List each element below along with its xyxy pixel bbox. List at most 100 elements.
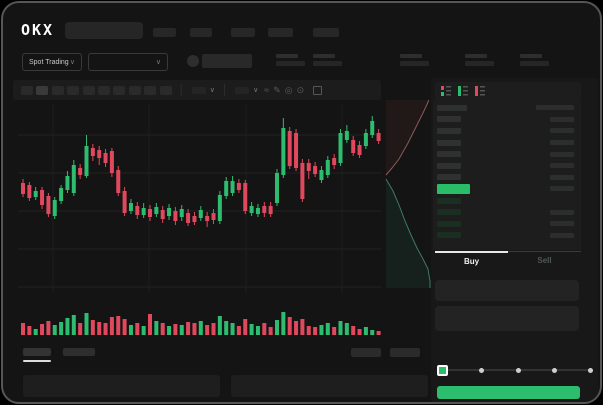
orderbook-row-ask[interactable] [437,148,574,160]
candle [186,213,191,223]
candle [230,181,235,193]
candle [319,170,324,180]
orderbook-row-ask[interactable] [437,160,574,172]
candle [370,121,375,135]
last-price-placeholder [202,54,252,68]
tab-sell[interactable]: Sell [508,251,581,269]
volume-bar [287,317,292,335]
volume-bar [211,323,216,335]
slider-stop[interactable] [479,367,485,373]
bottom-tab-placeholder[interactable] [23,348,51,356]
nav-item-placeholder[interactable] [190,28,212,37]
volume-bar [186,322,191,335]
interval-button[interactable] [144,85,157,95]
candle [154,207,159,214]
candle [167,208,172,216]
candle [255,208,260,214]
bottom-control-placeholder[interactable] [390,348,420,357]
orderbook-row-ask[interactable] [437,137,574,149]
orderbook-row-bid[interactable] [437,195,574,207]
camera-icon[interactable]: ◎ [284,84,293,95]
candle [363,133,368,146]
candlestick-chart[interactable] [18,103,381,293]
interval-button[interactable] [128,85,141,95]
order-input[interactable] [435,306,579,331]
volume-bar [370,330,375,335]
interval-button[interactable] [21,85,33,95]
bottom-control-placeholder[interactable] [351,348,381,357]
candle [122,191,127,213]
slider-stop[interactable] [437,364,448,376]
nav-item-placeholder[interactable] [313,28,339,37]
orderbook-row-bid[interactable] [437,206,574,218]
amount-slider-track[interactable] [437,369,591,371]
overlay-dropdown[interactable] [235,86,250,94]
interval-button[interactable] [67,85,80,95]
volume-bar [243,319,248,335]
book-asks-icon[interactable] [474,85,486,97]
orderbook-row-bid[interactable] [437,230,574,242]
interval-button[interactable] [113,85,126,95]
candle [313,166,318,174]
tab-buy[interactable]: Buy [435,251,508,269]
volume-bar [205,325,210,335]
orderbook-row-bid[interactable] [437,218,574,230]
pair-dropdown[interactable]: ∨ [88,53,168,71]
toolbar-icons: ≈ ✎ ◎ ⊙ [262,84,306,95]
search-input[interactable] [65,22,143,39]
candle [357,145,362,155]
candle [128,203,133,211]
orderbook-row-ask[interactable] [437,114,574,126]
chart-toolbar: │ ∨ │ ∨ ≈ ✎ ◎ ⊙ [13,80,381,100]
orderbook-row-ask[interactable] [437,125,574,137]
slider-stop[interactable] [588,367,593,373]
depth-bid-area [386,179,430,288]
fullscreen-icon[interactable] [313,85,323,95]
candle [116,170,121,193]
book-bids-icon[interactable] [457,85,469,97]
candle [294,133,299,168]
candle [109,151,114,173]
nav-item-placeholder[interactable] [153,28,176,37]
interval-button[interactable] [82,85,95,95]
orderbook-row-header[interactable] [437,102,574,114]
nav-item-placeholder[interactable] [268,28,293,37]
candle [135,206,140,215]
candle [262,206,267,213]
wave-icon[interactable]: ≈ [264,84,270,95]
slider-stop[interactable] [515,367,521,373]
candle [192,216,197,222]
interval-button[interactable] [51,85,64,95]
bottom-tab-placeholder[interactable] [63,348,95,356]
draw-icon[interactable]: ✎ [273,84,281,95]
volume-bar [97,322,102,335]
volume-bar [167,326,172,335]
order-input[interactable] [435,280,579,301]
volume-bar [344,323,349,335]
nav-item-placeholder[interactable] [231,28,255,37]
interval-button[interactable] [97,85,110,95]
bottom-panel [231,375,428,397]
depth-ask-line [385,99,430,176]
book-combined-icon[interactable] [440,85,452,97]
interval-button[interactable] [159,85,172,95]
orderbook-row-ask[interactable] [437,172,574,184]
depth-ask-area [386,100,429,175]
okx-logo[interactable]: OKX [21,21,55,39]
volume-bar [128,325,133,335]
interval-button[interactable] [36,85,49,95]
timer-icon[interactable]: ⊙ [296,84,305,95]
market-type-dropdown[interactable]: Spot Trading ∨ [22,53,82,71]
volume-chart [21,312,381,335]
orderbook-row-price[interactable] [437,183,574,195]
buy-submit-button[interactable] [437,386,580,399]
slider-stop[interactable] [551,367,557,373]
candle [338,133,343,163]
candle [46,196,51,214]
volume-bar [268,327,273,335]
indicator-dropdown[interactable] [191,86,206,94]
amount-slider[interactable] [437,364,593,376]
volume-bar [78,323,83,335]
volume-bar [262,323,267,335]
candle [27,185,32,198]
